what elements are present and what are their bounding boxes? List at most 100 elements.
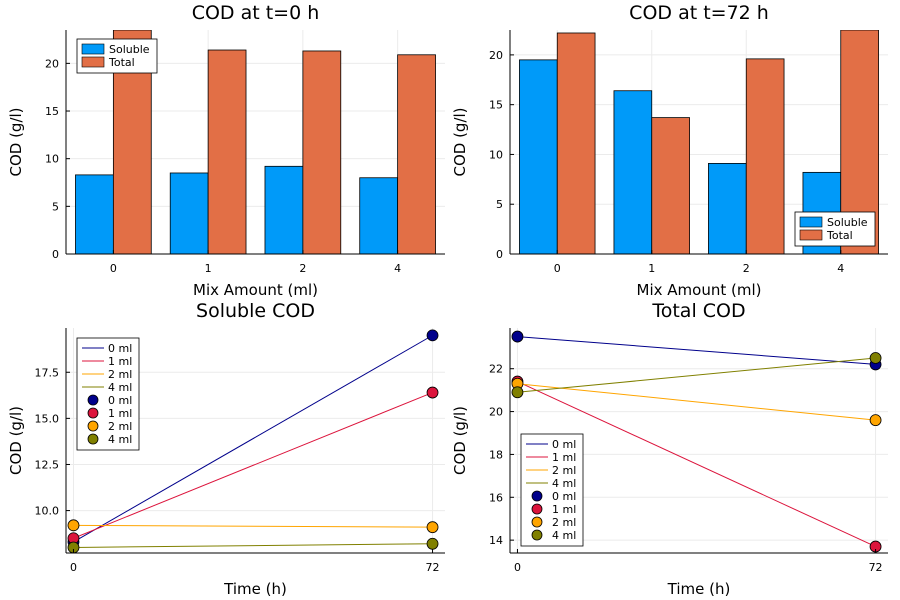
bar-total-1	[651, 117, 690, 254]
legend-box	[76, 337, 140, 451]
legend-label: 2 ml	[552, 516, 576, 529]
y-tick-label: 15	[489, 99, 503, 112]
x-tick-label: 2	[299, 262, 306, 275]
legend-label: 4 ml	[108, 433, 132, 446]
series-point-4	[869, 352, 882, 364]
x-tick-label: 1	[648, 262, 655, 275]
x-axis-title: Mix Amount (ml)	[193, 281, 318, 299]
legend-marker-swatch	[531, 516, 543, 528]
bar-soluble-2	[708, 163, 747, 254]
legend-swatch-total	[799, 229, 823, 241]
x-tick-label: 2	[743, 262, 750, 275]
x-axis-title: Mix Amount (ml)	[637, 281, 762, 299]
legend-label: Total	[108, 56, 135, 69]
legend-marker-swatch	[87, 420, 99, 432]
bar-total-2	[302, 50, 342, 254]
y-axis-title: COD (g/l)	[7, 406, 25, 475]
legend-marker-swatch	[531, 529, 543, 541]
legend-marker-swatch	[531, 503, 543, 515]
chart-title: Total COD	[651, 300, 745, 322]
chart-title: COD at t=72 h	[629, 2, 769, 24]
y-tick-label: 10	[45, 153, 59, 166]
chart-panel-2: COD at t=72 h 0 5 10 15 20 0 1 2 4 Mix Amount (ml)…	[451, 2, 888, 299]
x-tick-label: 4	[837, 262, 844, 275]
x-axis-title: Time (h)	[667, 580, 731, 598]
legend-label: 0 ml	[108, 342, 132, 355]
chart-panel-4: Total COD 14 16 18 20 22 0 72 Time (h) COD (g/l) 0…	[451, 300, 888, 598]
legend-label: 2 ml	[108, 420, 132, 433]
legend: 0 ml1 ml2 ml4 ml0 ml1 ml2 ml4 ml	[76, 337, 140, 451]
y-tick-label: 22	[489, 363, 503, 376]
legend-label: 0 ml	[552, 490, 576, 503]
y-tick-label: 20	[489, 406, 503, 419]
legend-label: 2 ml	[108, 368, 132, 381]
series-line-3	[517, 383, 876, 421]
y-tick-label: 10	[489, 148, 503, 161]
y-axis-title: COD (g/l)	[7, 107, 25, 176]
y-tick-label: 17.5	[35, 366, 60, 379]
y-axis-title: COD (g/l)	[451, 107, 469, 176]
y-tick-label: 15	[45, 105, 59, 118]
bar-soluble-0	[519, 59, 558, 254]
x-axis-title: Time (h)	[223, 580, 287, 598]
y-tick-label: 15.0	[35, 412, 60, 425]
legend-box	[520, 433, 584, 547]
x-tick-label: 0	[110, 262, 117, 275]
x-tick-label: 1	[205, 262, 212, 275]
y-tick-label: 5	[496, 198, 503, 211]
x-tick-label: 0	[70, 561, 77, 574]
y-tick-label: 0	[496, 248, 503, 261]
y-tick-label: 10.0	[35, 505, 60, 518]
bar-soluble-1	[613, 90, 653, 254]
series-point-1	[426, 329, 439, 342]
series-line-2	[73, 392, 433, 539]
y-axis-title: COD (g/l)	[451, 406, 469, 475]
series-point-2	[426, 386, 439, 399]
y-tick-label: 20	[45, 57, 59, 70]
legend-label: Soluble	[109, 43, 150, 56]
legend-marker-swatch	[87, 433, 99, 445]
legend-label: Total	[826, 229, 853, 242]
bar-marks	[75, 30, 436, 254]
legend-swatch-soluble	[81, 43, 105, 55]
legend-label: 1 ml	[552, 451, 576, 464]
legend-label: 0 ml	[108, 394, 132, 407]
chart-title: Soluble COD	[196, 300, 315, 322]
legend-label: 0 ml	[552, 438, 576, 451]
series-point-4	[511, 386, 524, 399]
bar-soluble-4	[359, 177, 399, 254]
series-point-1	[511, 330, 524, 343]
chart-title: COD at t=0 h	[192, 2, 320, 24]
bar-soluble-1	[169, 172, 209, 254]
bar-total-2	[745, 58, 785, 254]
chart-panel-3: Soluble COD 10.0 12.5 15.0 17.5 0 72 Time (h) CO…	[7, 300, 445, 598]
legend: 0 ml1 ml2 ml4 ml0 ml1 ml2 ml4 ml	[520, 433, 584, 547]
bar-total-1	[207, 49, 247, 254]
legend-label: 1 ml	[552, 503, 576, 516]
series-line-1	[73, 334, 433, 543]
series-line-4	[517, 357, 876, 393]
series-line-2	[517, 381, 876, 548]
legend-label: 1 ml	[108, 407, 132, 420]
legend-label: 1 ml	[108, 355, 132, 368]
bar-total-0	[556, 32, 596, 254]
y-tick-label: 20	[489, 49, 503, 62]
series-point-3	[426, 521, 439, 534]
legend-swatch-soluble	[799, 216, 823, 228]
legend-marker-swatch	[87, 394, 99, 406]
series-line-4	[73, 543, 433, 548]
y-tick-label: 0	[52, 248, 59, 261]
bar-soluble-2	[264, 165, 304, 254]
y-tick-label: 14	[489, 534, 503, 547]
legend-label: Soluble	[827, 216, 868, 229]
y-tick-label: 5	[52, 200, 59, 213]
bar-total-4	[397, 54, 436, 254]
legend-label: 4 ml	[552, 477, 576, 490]
x-tick-label: 0	[554, 262, 561, 275]
series-point-3	[67, 519, 80, 532]
series-line-3	[73, 524, 433, 528]
y-tick-label: 12.5	[35, 458, 60, 471]
